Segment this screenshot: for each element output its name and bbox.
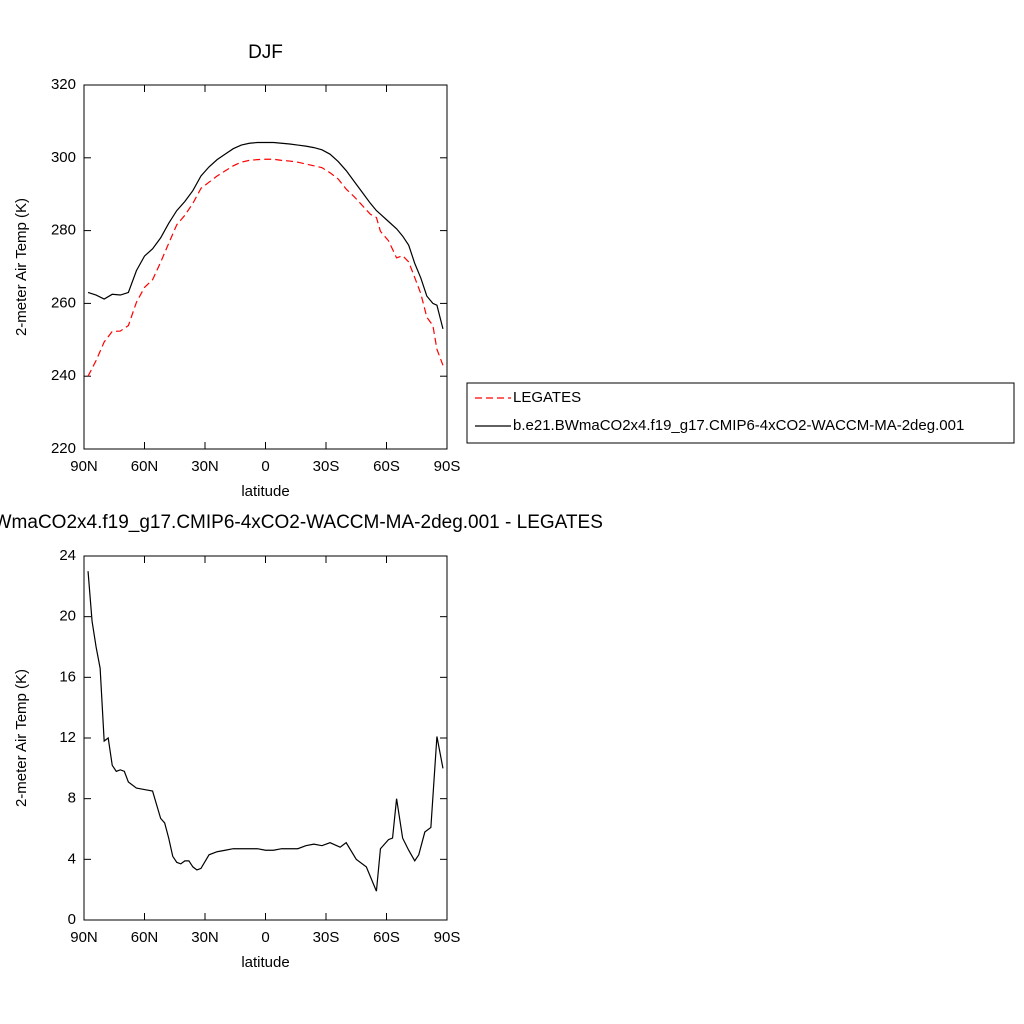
x-tick-label: 60N <box>131 929 159 946</box>
x-tick-label: 90N <box>70 458 98 475</box>
data-line <box>87 571 444 892</box>
data-line <box>87 141 444 330</box>
legend-label: LEGATES <box>513 389 581 406</box>
y-tick-label: 220 <box>51 440 76 457</box>
x-tick-label: 90N <box>70 929 98 946</box>
plot-frame <box>83 555 448 921</box>
x-tick-label: 30S <box>313 929 340 946</box>
y-tick-label: 320 <box>51 76 76 93</box>
y-tick-label: 16 <box>59 668 76 685</box>
x-tick-label: 60N <box>131 458 159 475</box>
chart-title: b.e21.BWmaCO2x4.f19_g17.CMIP6-4xCO2-WACC… <box>0 512 603 533</box>
x-tick-label: 90S <box>434 929 461 946</box>
x-axis-label: latitude <box>241 483 289 500</box>
y-axis-label: 2-meter Air Temp (K) <box>13 198 30 336</box>
x-tick-label: 30N <box>191 929 219 946</box>
x-tick-label: 30S <box>313 458 340 475</box>
data-line <box>87 158 444 377</box>
y-tick-label: 12 <box>59 729 76 746</box>
x-tick-label: 30N <box>191 458 219 475</box>
y-tick-label: 8 <box>68 790 76 807</box>
x-tick-label: 60S <box>373 929 400 946</box>
y-tick-label: 240 <box>51 367 76 384</box>
x-tick-label: 60S <box>373 458 400 475</box>
x-axis-label: latitude <box>241 954 289 971</box>
legend-box <box>466 382 1015 444</box>
y-tick-label: 260 <box>51 294 76 311</box>
legend-label: b.e21.BWmaCO2x4.f19_g17.CMIP6-4xCO2-WACC… <box>513 417 964 434</box>
y-tick-label: 280 <box>51 222 76 239</box>
y-tick-label: 0 <box>68 911 76 928</box>
y-axis-label: 2-meter Air Temp (K) <box>13 669 30 807</box>
x-tick-label: 0 <box>261 929 269 946</box>
chart-title: DJF <box>248 42 283 63</box>
y-tick-label: 4 <box>68 850 76 867</box>
y-tick-label: 20 <box>59 608 76 625</box>
x-tick-label: 0 <box>261 458 269 475</box>
y-tick-label: 24 <box>59 547 76 564</box>
x-tick-label: 90S <box>434 458 461 475</box>
y-tick-label: 300 <box>51 149 76 166</box>
